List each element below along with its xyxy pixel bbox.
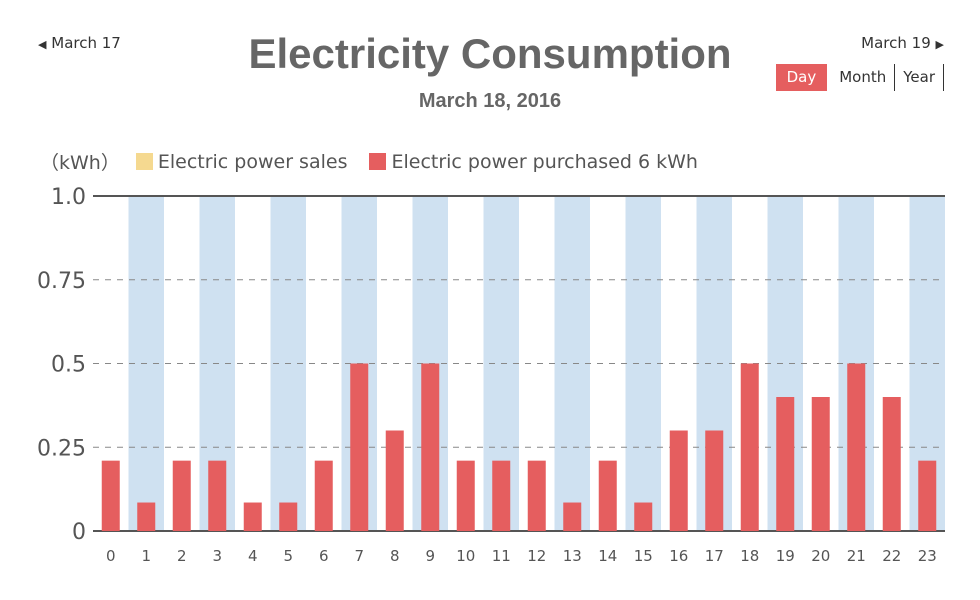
bar-purchased bbox=[385, 430, 404, 531]
bar-purchased bbox=[421, 363, 440, 531]
x-tick-label: 11 bbox=[492, 547, 511, 565]
bar-purchased bbox=[598, 460, 617, 531]
x-tick-label: 1 bbox=[141, 547, 151, 565]
x-tick-label: 9 bbox=[425, 547, 435, 565]
x-tick-label: 2 bbox=[177, 547, 187, 565]
chart-legend: （kWh） Electric power sales Electric powe… bbox=[40, 148, 720, 175]
x-tick-label: 5 bbox=[283, 547, 293, 565]
triangle-right-icon: ▶ bbox=[935, 38, 944, 51]
tab-year[interactable]: Year bbox=[895, 64, 944, 91]
x-tick-label: 13 bbox=[563, 547, 582, 565]
bar-purchased bbox=[634, 502, 653, 531]
date-subtitle: March 18, 2016 bbox=[418, 90, 562, 112]
previous-day-label: March 17 bbox=[51, 34, 121, 52]
bar-purchased bbox=[776, 397, 795, 531]
bar-purchased bbox=[740, 363, 759, 531]
legend-label-sales: Electric power sales bbox=[157, 150, 348, 173]
hour-band bbox=[554, 196, 590, 531]
x-tick-label: 4 bbox=[248, 547, 258, 565]
x-tick-label: 23 bbox=[918, 547, 937, 565]
previous-day-link[interactable]: ◀ March 17 bbox=[38, 34, 121, 52]
range-tabs: Day Month Year bbox=[775, 64, 944, 91]
x-tick-label: 12 bbox=[527, 547, 546, 565]
y-tick-label: 0.25 bbox=[37, 436, 86, 461]
x-tick-label: 7 bbox=[354, 547, 364, 565]
y-tick-label: 0.75 bbox=[37, 269, 86, 294]
next-day-link[interactable]: March 19 ▶ bbox=[861, 34, 944, 52]
x-tick-label: 8 bbox=[390, 547, 400, 565]
tab-month[interactable]: Month bbox=[831, 64, 896, 91]
bar-purchased bbox=[456, 460, 475, 531]
x-tick-label: 15 bbox=[634, 547, 653, 565]
bar-purchased bbox=[918, 460, 937, 531]
bar-purchased bbox=[314, 460, 333, 531]
triangle-left-icon: ◀ bbox=[38, 38, 47, 51]
legend-item-purchased: Electric power purchased 6 kWh bbox=[369, 151, 698, 173]
bar-purchased bbox=[492, 460, 511, 531]
bar-purchased bbox=[279, 502, 298, 531]
x-tick-label: 0 bbox=[106, 547, 116, 565]
tab-day[interactable]: Day bbox=[775, 64, 828, 91]
bar-purchased bbox=[811, 397, 830, 531]
x-tick-label: 10 bbox=[456, 547, 475, 565]
x-tick-label: 6 bbox=[319, 547, 329, 565]
y-tick-label: 0.5 bbox=[51, 353, 86, 378]
y-tick-label: 0 bbox=[72, 520, 86, 545]
bar-purchased bbox=[669, 430, 688, 531]
bar-purchased bbox=[243, 502, 262, 531]
bar-purchased bbox=[527, 460, 546, 531]
y-tick-label: 1.0 bbox=[51, 185, 86, 210]
x-tick-label: 19 bbox=[776, 547, 795, 565]
bar-purchased bbox=[882, 397, 901, 531]
bar-purchased bbox=[350, 363, 369, 531]
bar-purchased bbox=[705, 430, 724, 531]
x-tick-label: 3 bbox=[212, 547, 222, 565]
bar-purchased bbox=[101, 460, 120, 531]
bar-purchased bbox=[172, 460, 191, 531]
bar-purchased bbox=[563, 502, 582, 531]
next-day-label: March 19 bbox=[861, 34, 931, 52]
page-title: Electricity Consumption bbox=[248, 30, 732, 77]
x-tick-label: 21 bbox=[847, 547, 866, 565]
x-tick-label: 22 bbox=[882, 547, 901, 565]
x-tick-label: 14 bbox=[598, 547, 617, 565]
x-tick-label: 17 bbox=[705, 547, 724, 565]
x-tick-label: 18 bbox=[740, 547, 759, 565]
x-tick-label: 20 bbox=[811, 547, 830, 565]
x-tick-label: 16 bbox=[669, 547, 688, 565]
legend-swatch-purchased bbox=[369, 153, 387, 170]
bar-purchased bbox=[208, 460, 227, 531]
legend-swatch-sales bbox=[135, 153, 153, 170]
bar-purchased bbox=[847, 363, 866, 531]
legend-label-purchased: Electric power purchased 6 kWh bbox=[391, 150, 698, 173]
hour-band bbox=[625, 196, 661, 531]
bar-purchased bbox=[137, 502, 156, 531]
y-axis-unit-label: （kWh） bbox=[40, 152, 120, 174]
legend-item-sales: Electric power sales bbox=[135, 150, 348, 173]
